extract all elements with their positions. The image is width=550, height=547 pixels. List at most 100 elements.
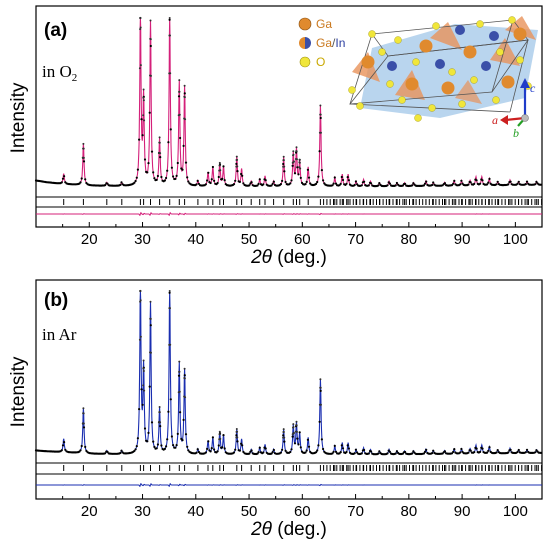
observed-point bbox=[183, 377, 186, 380]
observed-point bbox=[431, 183, 434, 187]
observed-point bbox=[425, 448, 428, 451]
observed-point bbox=[331, 184, 334, 187]
x-tick-label: 90 bbox=[454, 503, 471, 520]
observed-point bbox=[120, 449, 123, 452]
observed-point bbox=[395, 181, 398, 185]
observed-point bbox=[142, 370, 145, 372]
observed-point bbox=[152, 171, 155, 174]
observed-point bbox=[150, 150, 154, 153]
observed-points bbox=[34, 16, 543, 188]
o-atom bbox=[348, 86, 356, 94]
observed-point bbox=[525, 448, 529, 451]
observed-point bbox=[394, 452, 397, 455]
observed-point bbox=[496, 449, 499, 452]
observed-point bbox=[236, 436, 239, 439]
observed-point bbox=[272, 180, 275, 183]
observed-point bbox=[177, 374, 181, 377]
observed-point bbox=[84, 445, 87, 448]
observed-point bbox=[475, 447, 478, 450]
observed-point bbox=[172, 175, 175, 178]
observed-point bbox=[207, 171, 210, 174]
observed-point bbox=[141, 134, 144, 137]
observed-point bbox=[217, 175, 220, 179]
observed-point bbox=[187, 180, 190, 183]
observed-point bbox=[347, 179, 350, 182]
observed-point bbox=[148, 385, 151, 388]
observed-point bbox=[138, 408, 141, 411]
o-atom bbox=[432, 22, 440, 30]
observed-point bbox=[297, 443, 300, 446]
observed-point bbox=[517, 180, 520, 183]
observed-point bbox=[235, 428, 238, 430]
observed-point bbox=[158, 411, 161, 414]
observed-point bbox=[238, 449, 241, 452]
observed-point bbox=[120, 181, 123, 184]
observed-point bbox=[210, 447, 213, 450]
observed-point bbox=[216, 181, 219, 185]
o-atom bbox=[516, 56, 524, 64]
observed-point bbox=[142, 99, 145, 102]
observed-point bbox=[333, 444, 336, 447]
panel-a-label: (a) bbox=[44, 20, 67, 41]
observed-point bbox=[475, 179, 478, 182]
observed-point bbox=[170, 435, 173, 438]
observed-point bbox=[82, 147, 85, 150]
observed-point bbox=[443, 182, 447, 185]
observed-point bbox=[240, 172, 243, 176]
observed-point bbox=[395, 450, 398, 453]
observed-point bbox=[147, 162, 150, 165]
o-atom bbox=[386, 80, 394, 88]
observed-point bbox=[345, 182, 348, 185]
observed-point bbox=[241, 174, 244, 177]
x-tick-label: 50 bbox=[241, 503, 258, 520]
observed-point bbox=[139, 28, 142, 31]
unit-cell bbox=[348, 16, 538, 122]
observed-point bbox=[153, 445, 156, 448]
observed-point bbox=[539, 451, 543, 454]
observed-point bbox=[257, 182, 260, 185]
x-tick-label: 20 bbox=[81, 231, 98, 248]
observed-point bbox=[221, 446, 224, 449]
observed-point bbox=[150, 351, 152, 354]
observed-point bbox=[377, 184, 380, 187]
observed-point bbox=[82, 426, 86, 429]
difference-line bbox=[36, 211, 542, 217]
observed-point bbox=[63, 175, 66, 178]
observed-point bbox=[139, 335, 142, 338]
observed-point bbox=[363, 180, 366, 183]
observed-point bbox=[236, 440, 239, 443]
observed-point bbox=[488, 177, 491, 180]
observed-point bbox=[168, 18, 171, 21]
observed-point bbox=[184, 433, 188, 436]
x-tick-label: 40 bbox=[187, 503, 204, 520]
observed-point bbox=[292, 426, 295, 428]
observed-point bbox=[174, 446, 177, 449]
observed-point bbox=[360, 452, 363, 455]
observed-point bbox=[296, 166, 299, 169]
observed-point bbox=[353, 452, 356, 455]
observed-point bbox=[394, 184, 397, 187]
observed-point bbox=[160, 175, 163, 179]
panel-a-condition-main: in O bbox=[42, 62, 72, 81]
observed-point bbox=[250, 181, 253, 184]
observed-point bbox=[432, 181, 435, 184]
observed-point bbox=[136, 437, 139, 440]
observed-point bbox=[235, 155, 238, 158]
observed-point bbox=[318, 420, 321, 423]
observed-point bbox=[290, 448, 293, 451]
observed-point bbox=[271, 451, 274, 454]
panel-b-y-axis-label: Intensity bbox=[8, 356, 29, 427]
o-atom bbox=[378, 48, 386, 56]
crystal-structure-inset: Ga Ga/In O bbox=[298, 16, 538, 140]
observed-point bbox=[211, 165, 214, 169]
observed-point bbox=[153, 177, 156, 180]
observed-point bbox=[299, 446, 302, 449]
observed-point bbox=[282, 155, 285, 158]
observed-point bbox=[79, 181, 82, 184]
observed-point bbox=[142, 96, 145, 99]
observed-point bbox=[138, 338, 141, 341]
observed-point bbox=[341, 447, 345, 450]
observed-point bbox=[283, 440, 286, 443]
observed-point bbox=[467, 451, 470, 454]
observed-point bbox=[158, 141, 161, 144]
